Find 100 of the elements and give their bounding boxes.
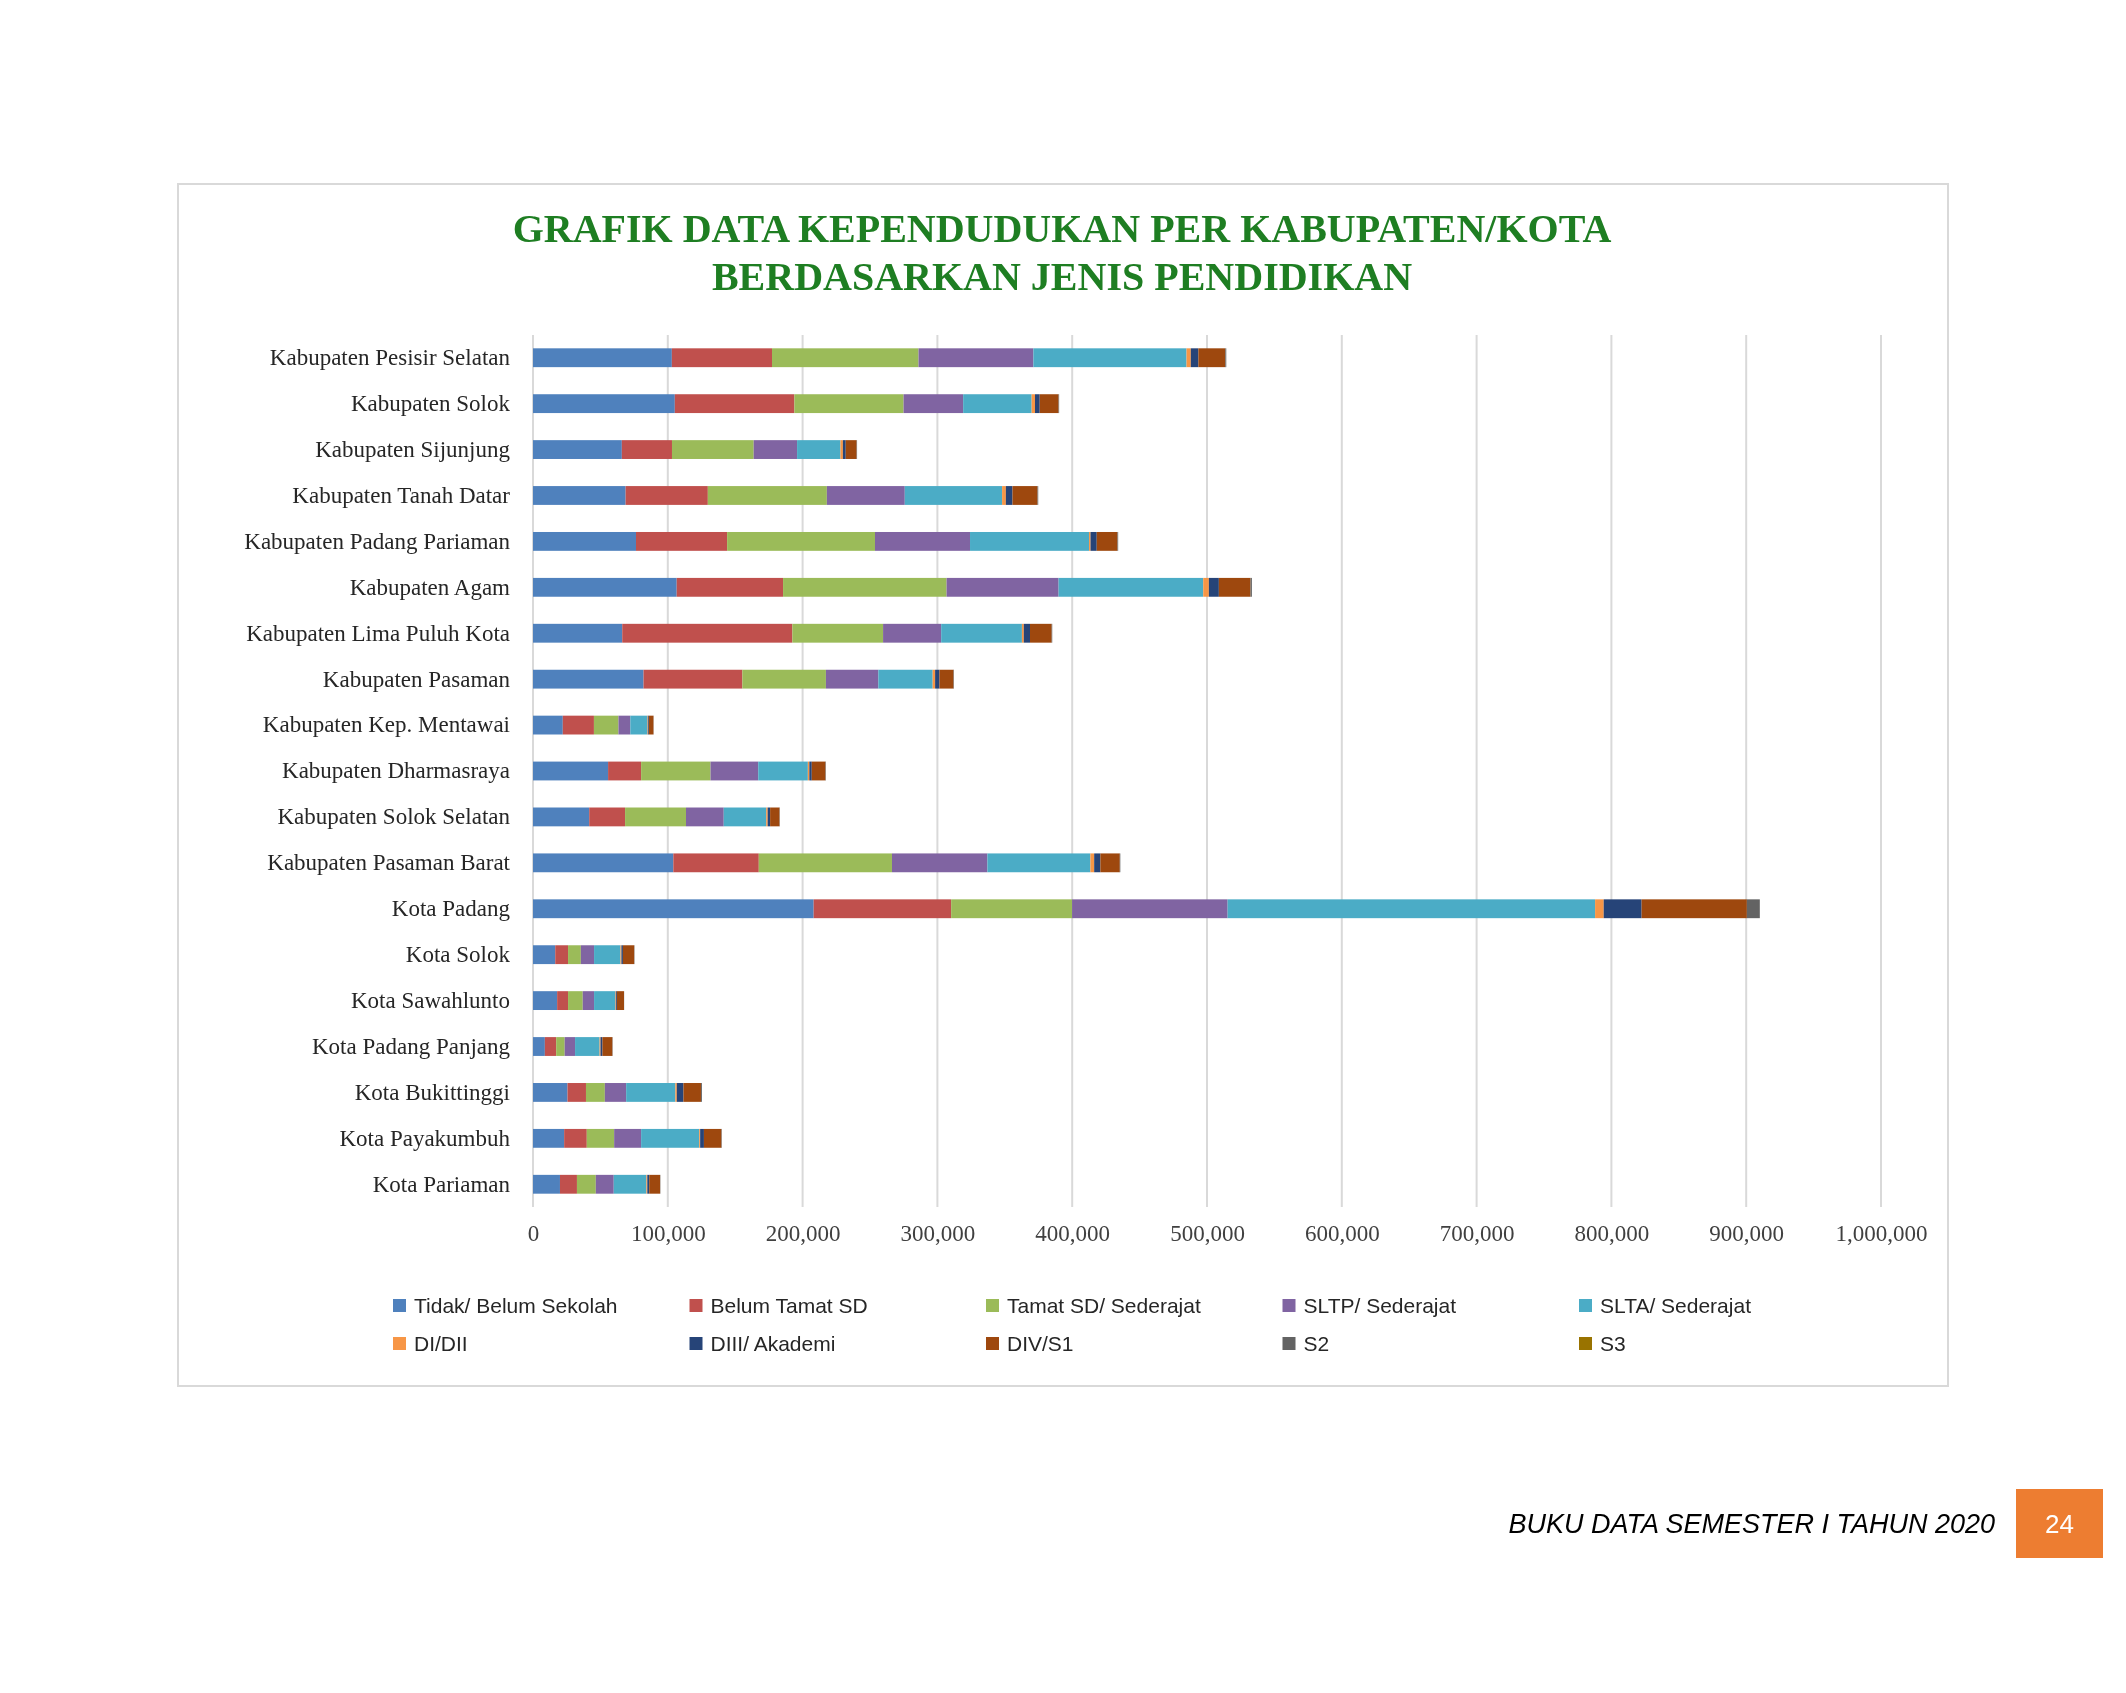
- bar: [783, 577, 947, 597]
- bar: [758, 853, 892, 873]
- bar: [564, 1128, 587, 1148]
- bar: [533, 761, 609, 781]
- bar: [594, 945, 621, 965]
- bar: [555, 945, 569, 965]
- bar: [1023, 623, 1031, 643]
- bar: [813, 899, 952, 919]
- y-tick-label: Kota Pariaman: [372, 1171, 511, 1197]
- bar: [1198, 348, 1226, 368]
- bar: [1100, 853, 1120, 873]
- y-tick-label: Kabupaten Agam: [349, 574, 511, 600]
- bar: [1058, 577, 1204, 597]
- bar: [792, 623, 884, 643]
- bar: [575, 1037, 600, 1056]
- y-tick-label: Kabupaten Lima Puluh Kota: [246, 620, 510, 646]
- bar: [987, 853, 1091, 873]
- bar: [1227, 899, 1596, 919]
- bar: [772, 348, 919, 368]
- legend-label: SLTP/ Sederajat: [1303, 1294, 1457, 1318]
- bar: [941, 623, 1022, 643]
- bar: [686, 807, 724, 827]
- bar: [544, 1037, 557, 1056]
- bar: [567, 1083, 586, 1102]
- bar: [1218, 577, 1251, 597]
- bar: [533, 1128, 565, 1148]
- x-tick-label: 200,000: [765, 1221, 841, 1247]
- bar: [533, 486, 626, 505]
- bar: [593, 715, 619, 735]
- legend-label: DIII/ Akademi: [710, 1332, 836, 1356]
- bar: [630, 715, 648, 735]
- bar: [935, 669, 940, 689]
- bar: [1595, 899, 1604, 919]
- text: 24: [2045, 1509, 2074, 1540]
- bar: [811, 761, 826, 781]
- bar: [643, 669, 743, 689]
- bar: [874, 531, 971, 551]
- bar: [648, 715, 654, 735]
- bar: [533, 853, 674, 873]
- y-tick-label: Kabupaten Padang Pariaman: [244, 528, 511, 554]
- bar: [683, 1083, 701, 1102]
- bar: [556, 1037, 565, 1056]
- bar: [671, 348, 772, 368]
- bar: [797, 440, 841, 459]
- bar: [723, 807, 767, 827]
- bar: [649, 1174, 661, 1194]
- y-tick-label: Kota Padang Panjang: [311, 1033, 511, 1059]
- bar: [568, 945, 581, 965]
- bar: [533, 394, 675, 414]
- bar: [946, 577, 1059, 597]
- bar: [758, 761, 808, 781]
- bar: [1005, 486, 1013, 505]
- bar: [621, 440, 672, 459]
- legend-label: DI/DII: [414, 1332, 468, 1356]
- y-tick-label: Kabupaten Solok: [350, 391, 511, 417]
- bar: [883, 623, 942, 643]
- bar: [1096, 531, 1118, 551]
- bar: [562, 715, 594, 735]
- bar: [533, 715, 563, 735]
- bar: [1641, 899, 1747, 919]
- bar: [825, 669, 879, 689]
- legend-label: S2: [1303, 1332, 1330, 1356]
- x-tick-label: 0: [527, 1221, 540, 1247]
- bar: [707, 486, 827, 505]
- bar: [625, 807, 686, 827]
- bar: [727, 531, 875, 551]
- bar: [557, 991, 569, 1011]
- bar: [1033, 348, 1187, 368]
- bar: [625, 486, 708, 505]
- bar: [533, 531, 636, 551]
- bar: [671, 440, 754, 459]
- legend-label: Tidak/ Belum Sekolah: [414, 1294, 618, 1318]
- bar: [533, 991, 558, 1011]
- x-tick-label: 500,000: [1170, 1221, 1245, 1247]
- y-tick-label: Kabupaten Dharmasraya: [282, 758, 510, 784]
- bar: [1203, 577, 1209, 597]
- bar: [1039, 394, 1059, 414]
- bar: [794, 394, 904, 414]
- bar: [1746, 899, 1760, 919]
- bar: [533, 440, 622, 459]
- bar: [608, 761, 642, 781]
- bar: [614, 1128, 642, 1148]
- bar: [676, 577, 784, 597]
- y-tick-label: Kabupaten Kep. Mentawai: [262, 712, 510, 738]
- bar: [635, 531, 728, 551]
- x-tick-label: 600,000: [1304, 1221, 1380, 1247]
- bar: [742, 669, 826, 689]
- bar: [939, 669, 954, 689]
- legend-label: S3: [1600, 1332, 1626, 1356]
- x-tick-label: 800,000: [1574, 1221, 1650, 1247]
- x-tick-label: 1,000,000: [1835, 1221, 1928, 1247]
- bar: [641, 1128, 700, 1148]
- bar: [1090, 531, 1097, 551]
- bar: [673, 853, 759, 873]
- bar: [586, 1128, 615, 1148]
- x-tick-label: 100,000: [630, 1221, 706, 1247]
- text: BUKU DATA SEMESTER I TAHUN 2020: [1508, 1509, 1995, 1540]
- bar: [1190, 348, 1199, 368]
- bar: [585, 1083, 605, 1102]
- bar: [1603, 899, 1642, 919]
